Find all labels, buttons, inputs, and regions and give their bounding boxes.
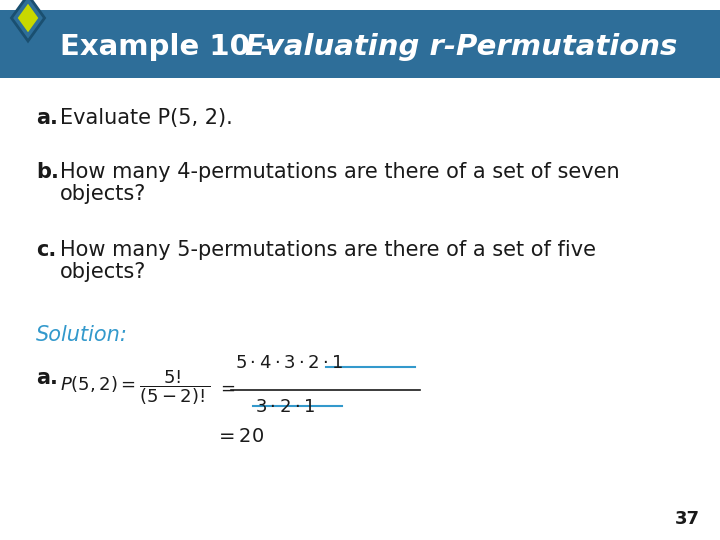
Text: How many 5-permutations are there of a set of five: How many 5-permutations are there of a s… xyxy=(60,240,596,260)
Text: c.: c. xyxy=(36,240,56,260)
Text: Evaluating r-Permutations: Evaluating r-Permutations xyxy=(245,33,678,61)
Text: How many 4-permutations are there of a set of seven: How many 4-permutations are there of a s… xyxy=(60,162,620,182)
Text: $P(5, 2) = \dfrac{5!}{(5-2)!}$: $P(5, 2) = \dfrac{5!}{(5-2)!}$ xyxy=(60,369,211,407)
Text: $3 \cdot 2 \cdot 1$: $3 \cdot 2 \cdot 1$ xyxy=(255,398,315,416)
Text: $=$: $=$ xyxy=(217,379,235,397)
Text: objects?: objects? xyxy=(60,184,146,204)
Text: b.: b. xyxy=(36,162,59,182)
Text: 37: 37 xyxy=(675,510,700,528)
FancyBboxPatch shape xyxy=(0,10,720,78)
Text: Evaluate P(5, 2).: Evaluate P(5, 2). xyxy=(60,108,233,128)
Text: $5 \cdot 4 \cdot 3 \cdot 2 \cdot 1$: $5 \cdot 4 \cdot 3 \cdot 2 \cdot 1$ xyxy=(235,354,343,372)
Text: Example 10 –: Example 10 – xyxy=(60,33,284,61)
Text: a.: a. xyxy=(36,108,58,128)
Polygon shape xyxy=(12,0,45,41)
Text: Solution:: Solution: xyxy=(36,325,128,345)
Text: objects?: objects? xyxy=(60,262,146,282)
Text: a.: a. xyxy=(36,368,58,388)
Text: $= 20$: $= 20$ xyxy=(215,427,264,446)
Polygon shape xyxy=(18,4,38,32)
